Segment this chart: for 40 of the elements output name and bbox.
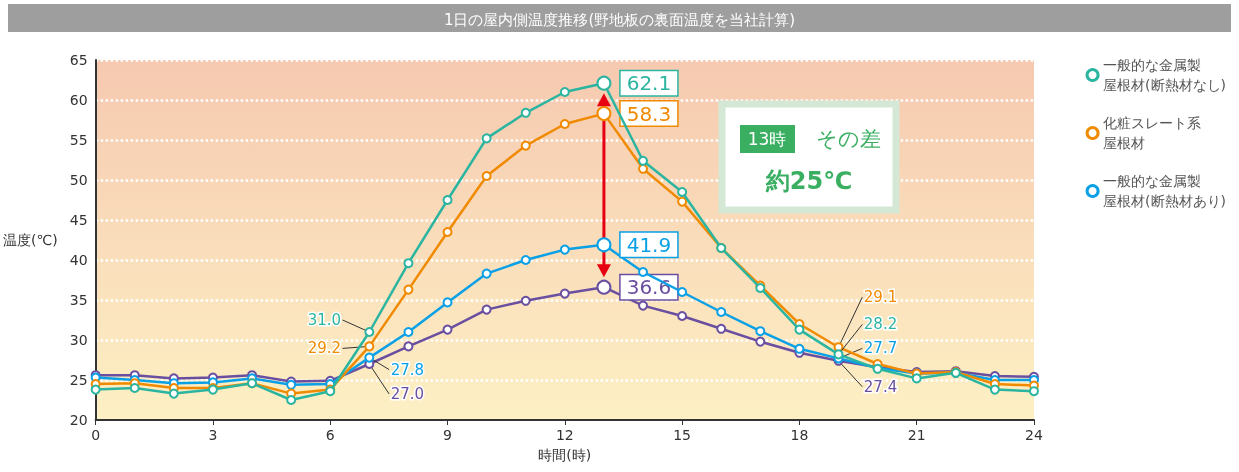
x-tick-label: 24 (1025, 427, 1043, 443)
y-tick-label: 25 (69, 372, 88, 388)
data-label: 41.9 (626, 232, 672, 257)
y-tick-label: 30 (69, 332, 88, 348)
data-label: 27.8 (390, 360, 425, 379)
data-label: 58.3 (626, 101, 672, 126)
x-tick-label: 6 (325, 427, 335, 443)
data-label: 27.0 (390, 385, 425, 403)
y-tick-label: 35 (69, 292, 88, 308)
legend-label: 一般的な金属製屋根材(断熱材なし) (1103, 57, 1227, 93)
y-axis-title: 温度(℃) (2, 232, 58, 248)
x-tick-label: 18 (790, 427, 809, 443)
chart-title: 1日の屋内側温度推移(野地板の裏面温度を当社計算) (443, 10, 796, 29)
y-tick-label: 45 (69, 212, 88, 228)
data-label: 29.2 (307, 339, 342, 358)
x-tick-label: 12 (555, 427, 574, 443)
data-label: 62.1 (626, 71, 672, 96)
x-tick-label: 0 (91, 427, 101, 443)
data-label: 29.1 (863, 288, 898, 307)
y-tick-label: 50 (69, 172, 88, 188)
x-axis-title: 時間(時) (538, 447, 592, 463)
annotation: その差 (815, 127, 881, 151)
y-tick-label: 20 (69, 412, 88, 428)
data-label: 36.6 (626, 275, 672, 300)
x-tick-label: 21 (907, 427, 926, 443)
y-tick-label: 60 (69, 92, 88, 108)
data-label: 31.0 (307, 311, 342, 329)
x-tick-label: 3 (208, 427, 218, 443)
data-label: 27.4 (863, 377, 898, 396)
x-tick-label: 15 (673, 427, 692, 443)
data-label: 27.7 (863, 339, 898, 358)
y-tick-label: 65 (69, 52, 88, 68)
x-tick-label: 9 (443, 427, 452, 443)
legend-label: 一般的な金属製屋根材(断熱材あり) (1103, 173, 1227, 209)
y-tick-label: 40 (69, 252, 88, 268)
y-tick-label: 55 (69, 132, 88, 148)
legend-label: 化粧スレート系屋根材 (1103, 115, 1202, 151)
annotation: 13時 (747, 129, 787, 149)
data-label: 28.2 (863, 315, 898, 334)
annotation: 約25℃ (764, 167, 853, 195)
